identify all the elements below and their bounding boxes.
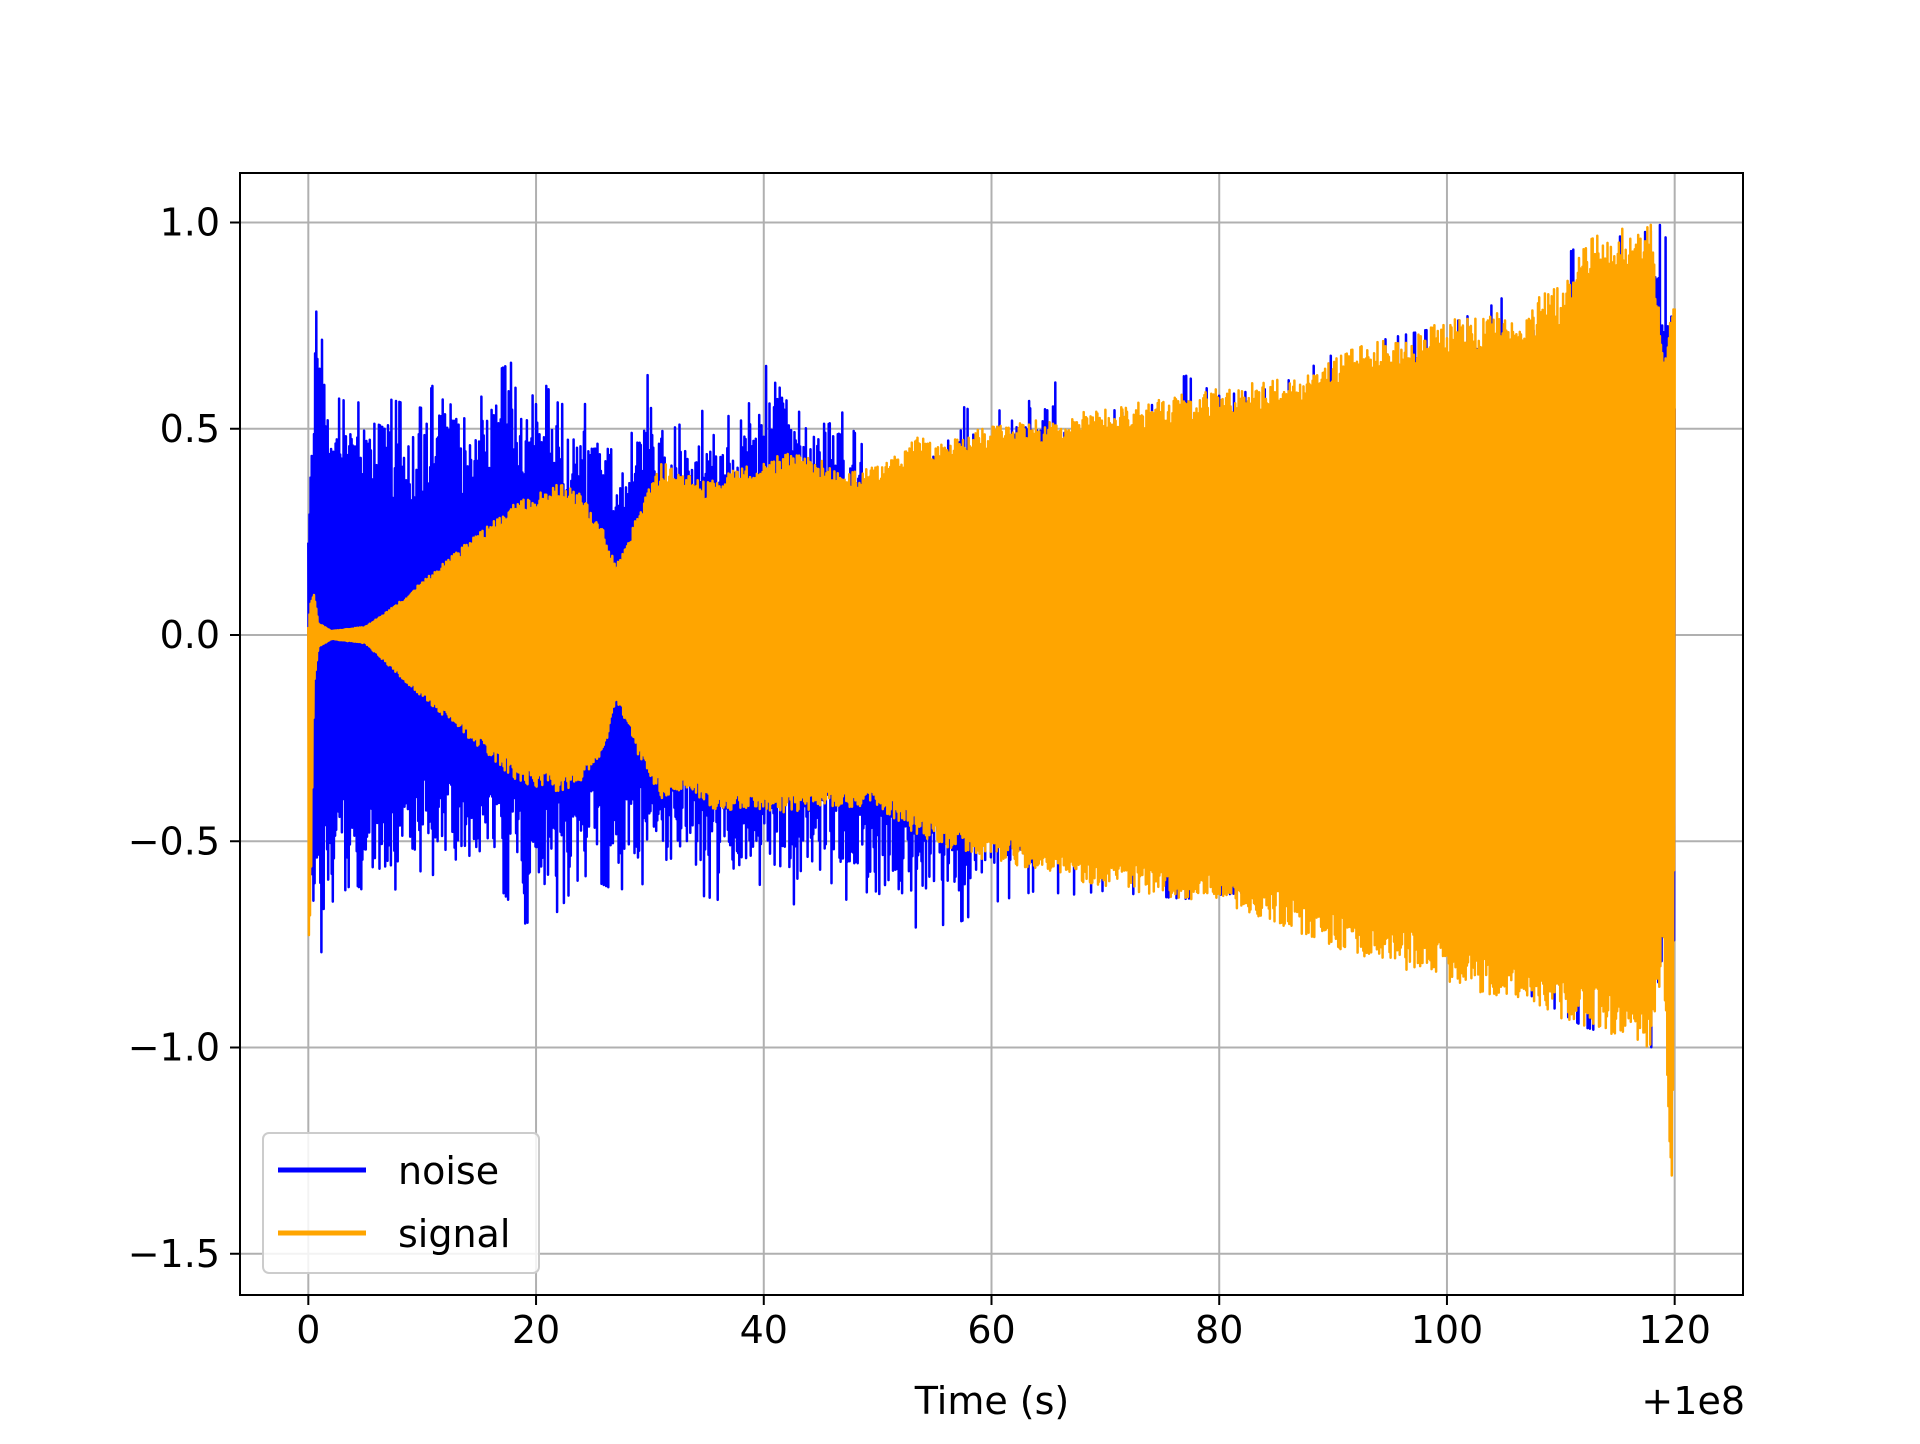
- x-tick-label: 120: [1638, 1308, 1711, 1352]
- legend-noise-label: noise: [398, 1149, 499, 1193]
- y-tick-label: 1.0: [160, 201, 220, 245]
- x-tick-label: 20: [512, 1308, 560, 1352]
- ticks: 0 20 40 60 80 100 120 −1.5 −1.0 −0.5 0.0 0.5 1.0: [128, 201, 1711, 1353]
- legend-signal-label: signal: [398, 1212, 510, 1256]
- x-axis-label: Time (s): [914, 1379, 1070, 1423]
- x-tick-label: 60: [967, 1308, 1015, 1352]
- series-layer: [307, 223, 1676, 1177]
- x-tick-label: 100: [1411, 1308, 1484, 1352]
- x-axis-offset-label: +1e8: [1641, 1379, 1745, 1423]
- y-tick-label: −0.5: [128, 819, 220, 863]
- series-line-signal: [307, 223, 1676, 1177]
- x-tick-label: 80: [1195, 1308, 1243, 1352]
- legend: noise signal: [262, 1132, 540, 1274]
- x-tick-label: 0: [296, 1308, 320, 1352]
- y-tick-label: −1.5: [128, 1232, 220, 1276]
- x-tick-label: 40: [740, 1308, 788, 1352]
- y-tick-label: 0.5: [160, 407, 220, 451]
- y-tick-label: 0.0: [160, 613, 220, 657]
- y-tick-label: −1.0: [128, 1026, 220, 1070]
